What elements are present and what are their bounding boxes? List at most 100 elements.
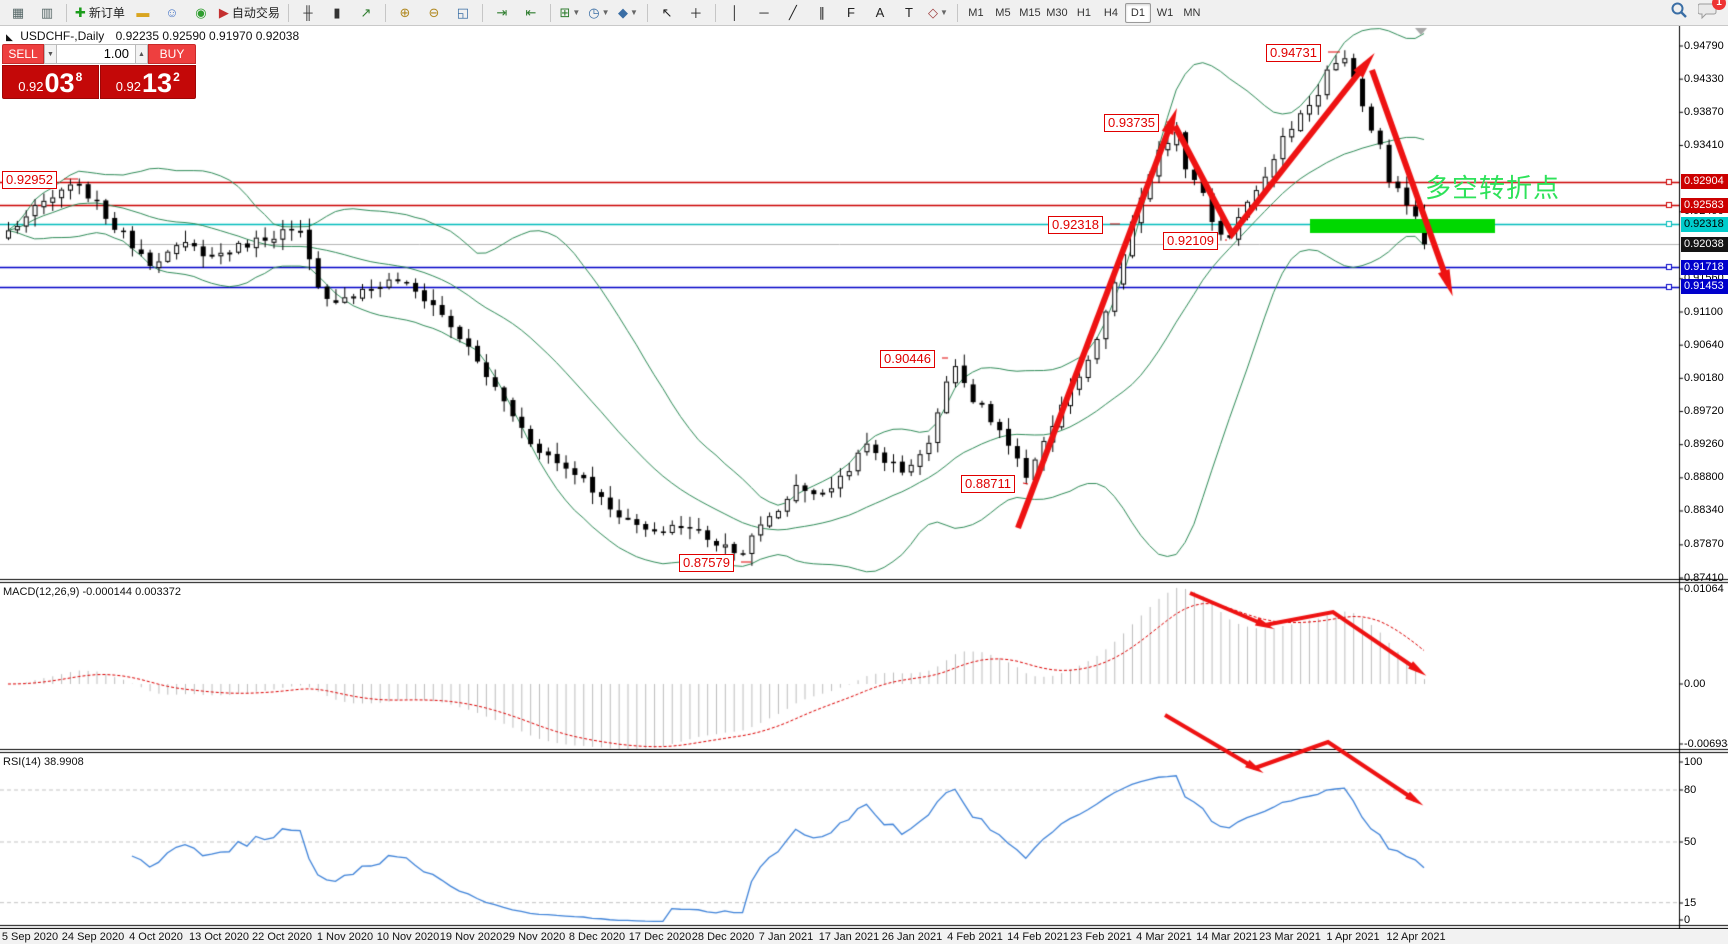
date-axis-label: 1 Nov 2020 <box>316 931 374 943</box>
timeframe-h4[interactable]: H4 <box>1103 6 1118 19</box>
volume-increase-button[interactable]: ▲ <box>135 44 148 64</box>
price-annotation-label[interactable]: 0.92952 <box>2 171 57 189</box>
bar-chart-icon[interactable]: ╫ <box>294 2 322 24</box>
buy-price-button[interactable]: 0.92 13 2 <box>99 65 196 99</box>
one-click-trade-panel: SELL ▼ 1.00 ▲ BUY 0.92 03 8 0.92 13 2 <box>2 44 196 99</box>
timeframe-d1[interactable]: D1 <box>1124 2 1151 23</box>
timeframe-h1[interactable]: H1 <box>1076 6 1091 19</box>
crosshair-icon[interactable]: ＋ <box>682 2 710 24</box>
indicator-axis-tick: 0 <box>1684 914 1691 926</box>
chevron-down-icon: ▼ <box>939 8 948 17</box>
vertical-line-icon: │ <box>730 5 739 20</box>
macd-indicator-label: MACD(12,26,9) -0.000144 0.003372 <box>3 586 181 598</box>
sell-price-pip: 8 <box>75 70 83 84</box>
horizontal-line-icon[interactable]: ─ <box>750 2 778 24</box>
price-axis-tick: 0.93870 <box>1684 105 1724 118</box>
tile-windows-icon[interactable]: ◱ <box>449 2 477 24</box>
date-axis-label: 26 Jan 2021 <box>881 931 943 943</box>
gold-icon[interactable]: ▬ <box>129 2 157 24</box>
indicator-axis-tick: 15 <box>1684 897 1697 909</box>
timeframe-w1[interactable]: W1 <box>1156 6 1174 19</box>
notifications-icon[interactable]: 1 <box>1697 0 1726 24</box>
toolbar: ▦ ▥ ✚ 新订单 ▬ ☺ ◉ ▶ 自动交易 ╫ ▮ ↗ ⊕ ⊖ ◱ ⇥ ⇤ ⊞ ▼ ◷ ▼ ◆ ▼ ↖ ＋ │ ─ ╱ ∥ F A T ◇ ▼ M… <box>0 0 1728 26</box>
buy-button[interactable]: BUY <box>148 44 196 64</box>
chart-window-icon[interactable]: ▦ <box>4 2 32 24</box>
volume-decrease-button[interactable]: ▼ <box>44 44 57 64</box>
zoom-out-icon[interactable]: ⊖ <box>420 2 448 24</box>
buy-price-pip: 2 <box>173 70 180 84</box>
autotrading-button[interactable]: ▶ 自动交易 <box>216 2 283 24</box>
toolbar-right: 1 <box>1670 0 1726 24</box>
price-line-badge: 0.92038 <box>1681 236 1728 252</box>
arrows-icon[interactable]: ◇ ▼ <box>924 2 952 24</box>
timeframe-m1[interactable]: M1 <box>968 6 984 19</box>
search-icon[interactable] <box>1670 1 1688 24</box>
indicators-icon[interactable]: ◆ ▼ <box>614 2 642 24</box>
text-icon[interactable]: A <box>866 2 894 24</box>
date-axis-strip[interactable] <box>0 929 1728 944</box>
price-axis-tick: 0.94330 <box>1684 72 1724 85</box>
timeframe-m5[interactable]: M5 <box>995 6 1011 19</box>
sell-button[interactable]: SELL <box>2 44 44 64</box>
date-axis-label: 4 Mar 2021 <box>1136 931 1192 943</box>
candlestick-chart-icon[interactable]: ▮ <box>323 2 351 24</box>
new-order-button: ✚ <box>75 4 86 20</box>
price-line-badge: 0.92904 <box>1681 174 1728 190</box>
price-annotation-label[interactable]: 0.87579 <box>679 554 734 572</box>
chart-ohlc-values: 0.92235 0.92590 0.91970 0.92038 <box>115 29 300 43</box>
indicator-axis-tick: -0.006934 <box>1684 738 1728 750</box>
date-axis-label: 14 Feb 2021 <box>1007 931 1069 943</box>
channel-icon[interactable]: ∥ <box>808 2 836 24</box>
fibonacci-icon[interactable]: F <box>837 2 865 24</box>
volume-input[interactable]: 1.00 <box>57 44 135 64</box>
signals-icon[interactable]: ◉ <box>187 2 215 24</box>
price-annotation-label[interactable]: 0.92318 <box>1048 216 1103 234</box>
signals-icon: ◉ <box>195 4 207 20</box>
profiles-icon[interactable]: ◷ ▼ <box>585 2 613 24</box>
zoom-in-icon[interactable]: ⊕ <box>391 2 419 24</box>
vertical-line-icon[interactable]: │ <box>721 2 749 24</box>
price-axis-tick: 0.89260 <box>1684 438 1724 451</box>
autotrading-button-label: 自动交易 <box>231 6 280 20</box>
auto-scroll-icon[interactable]: ⇥ <box>488 2 516 24</box>
date-axis-label: 7 Jan 2021 <box>758 931 814 943</box>
toolbar-separator <box>481 3 483 22</box>
trendline-icon[interactable]: ╱ <box>779 2 807 24</box>
date-axis-label: 29 Nov 2020 <box>502 931 566 943</box>
community-icon[interactable]: ☺ <box>158 2 186 24</box>
community-icon: ☺ <box>165 5 179 20</box>
price-annotation-label[interactable]: 0.93735 <box>1104 114 1159 132</box>
toolbar-separator <box>549 3 551 22</box>
price-annotation-label[interactable]: 0.90446 <box>880 350 935 368</box>
chart-shift-icon[interactable]: ⇤ <box>517 2 545 24</box>
label-icon[interactable]: T <box>895 2 923 24</box>
date-axis-label: 8 Dec 2020 <box>568 931 626 943</box>
market-watch-icon[interactable]: ▥ <box>33 2 61 24</box>
toolbar-separator <box>384 3 386 22</box>
chart-window-icon: ▦ <box>11 4 25 20</box>
date-axis-label: 23 Mar 2021 <box>1259 931 1321 943</box>
price-line-badge: 0.92318 <box>1681 216 1728 232</box>
price-annotation-label[interactable]: 0.94731 <box>1266 44 1321 62</box>
sell-price-prefix: 0.92 <box>18 79 44 94</box>
date-axis-label: 22 Oct 2020 <box>252 931 312 943</box>
annotation-text-cn[interactable]: 多空转折点 <box>1425 173 1561 203</box>
sell-price-button[interactable]: 0.92 03 8 <box>2 65 99 99</box>
timeframe-m30[interactable]: M30 <box>1046 6 1068 19</box>
timeframe-mn[interactable]: MN <box>1183 6 1201 19</box>
price-annotation-label[interactable]: 0.88711 <box>961 475 1016 493</box>
new-order-button[interactable]: ✚ 新订单 <box>72 2 128 24</box>
trendline-icon: ╱ <box>789 4 797 20</box>
buy-price-prefix: 0.92 <box>115 79 142 94</box>
price-annotation-label[interactable]: 0.92109 <box>1163 232 1218 250</box>
cursor-icon[interactable]: ↖ <box>653 2 681 24</box>
gold-icon: ▬ <box>136 5 150 20</box>
toolbar-separator <box>66 3 67 22</box>
timeframe-m15[interactable]: M15 <box>1019 6 1041 19</box>
market-watch-icon: ▥ <box>40 4 54 20</box>
new-chart-icon[interactable]: ⊞ ▼ <box>556 2 584 24</box>
date-axis-label: 1 Apr 2021 <box>1326 931 1380 943</box>
line-chart-icon[interactable]: ↗ <box>352 2 380 24</box>
